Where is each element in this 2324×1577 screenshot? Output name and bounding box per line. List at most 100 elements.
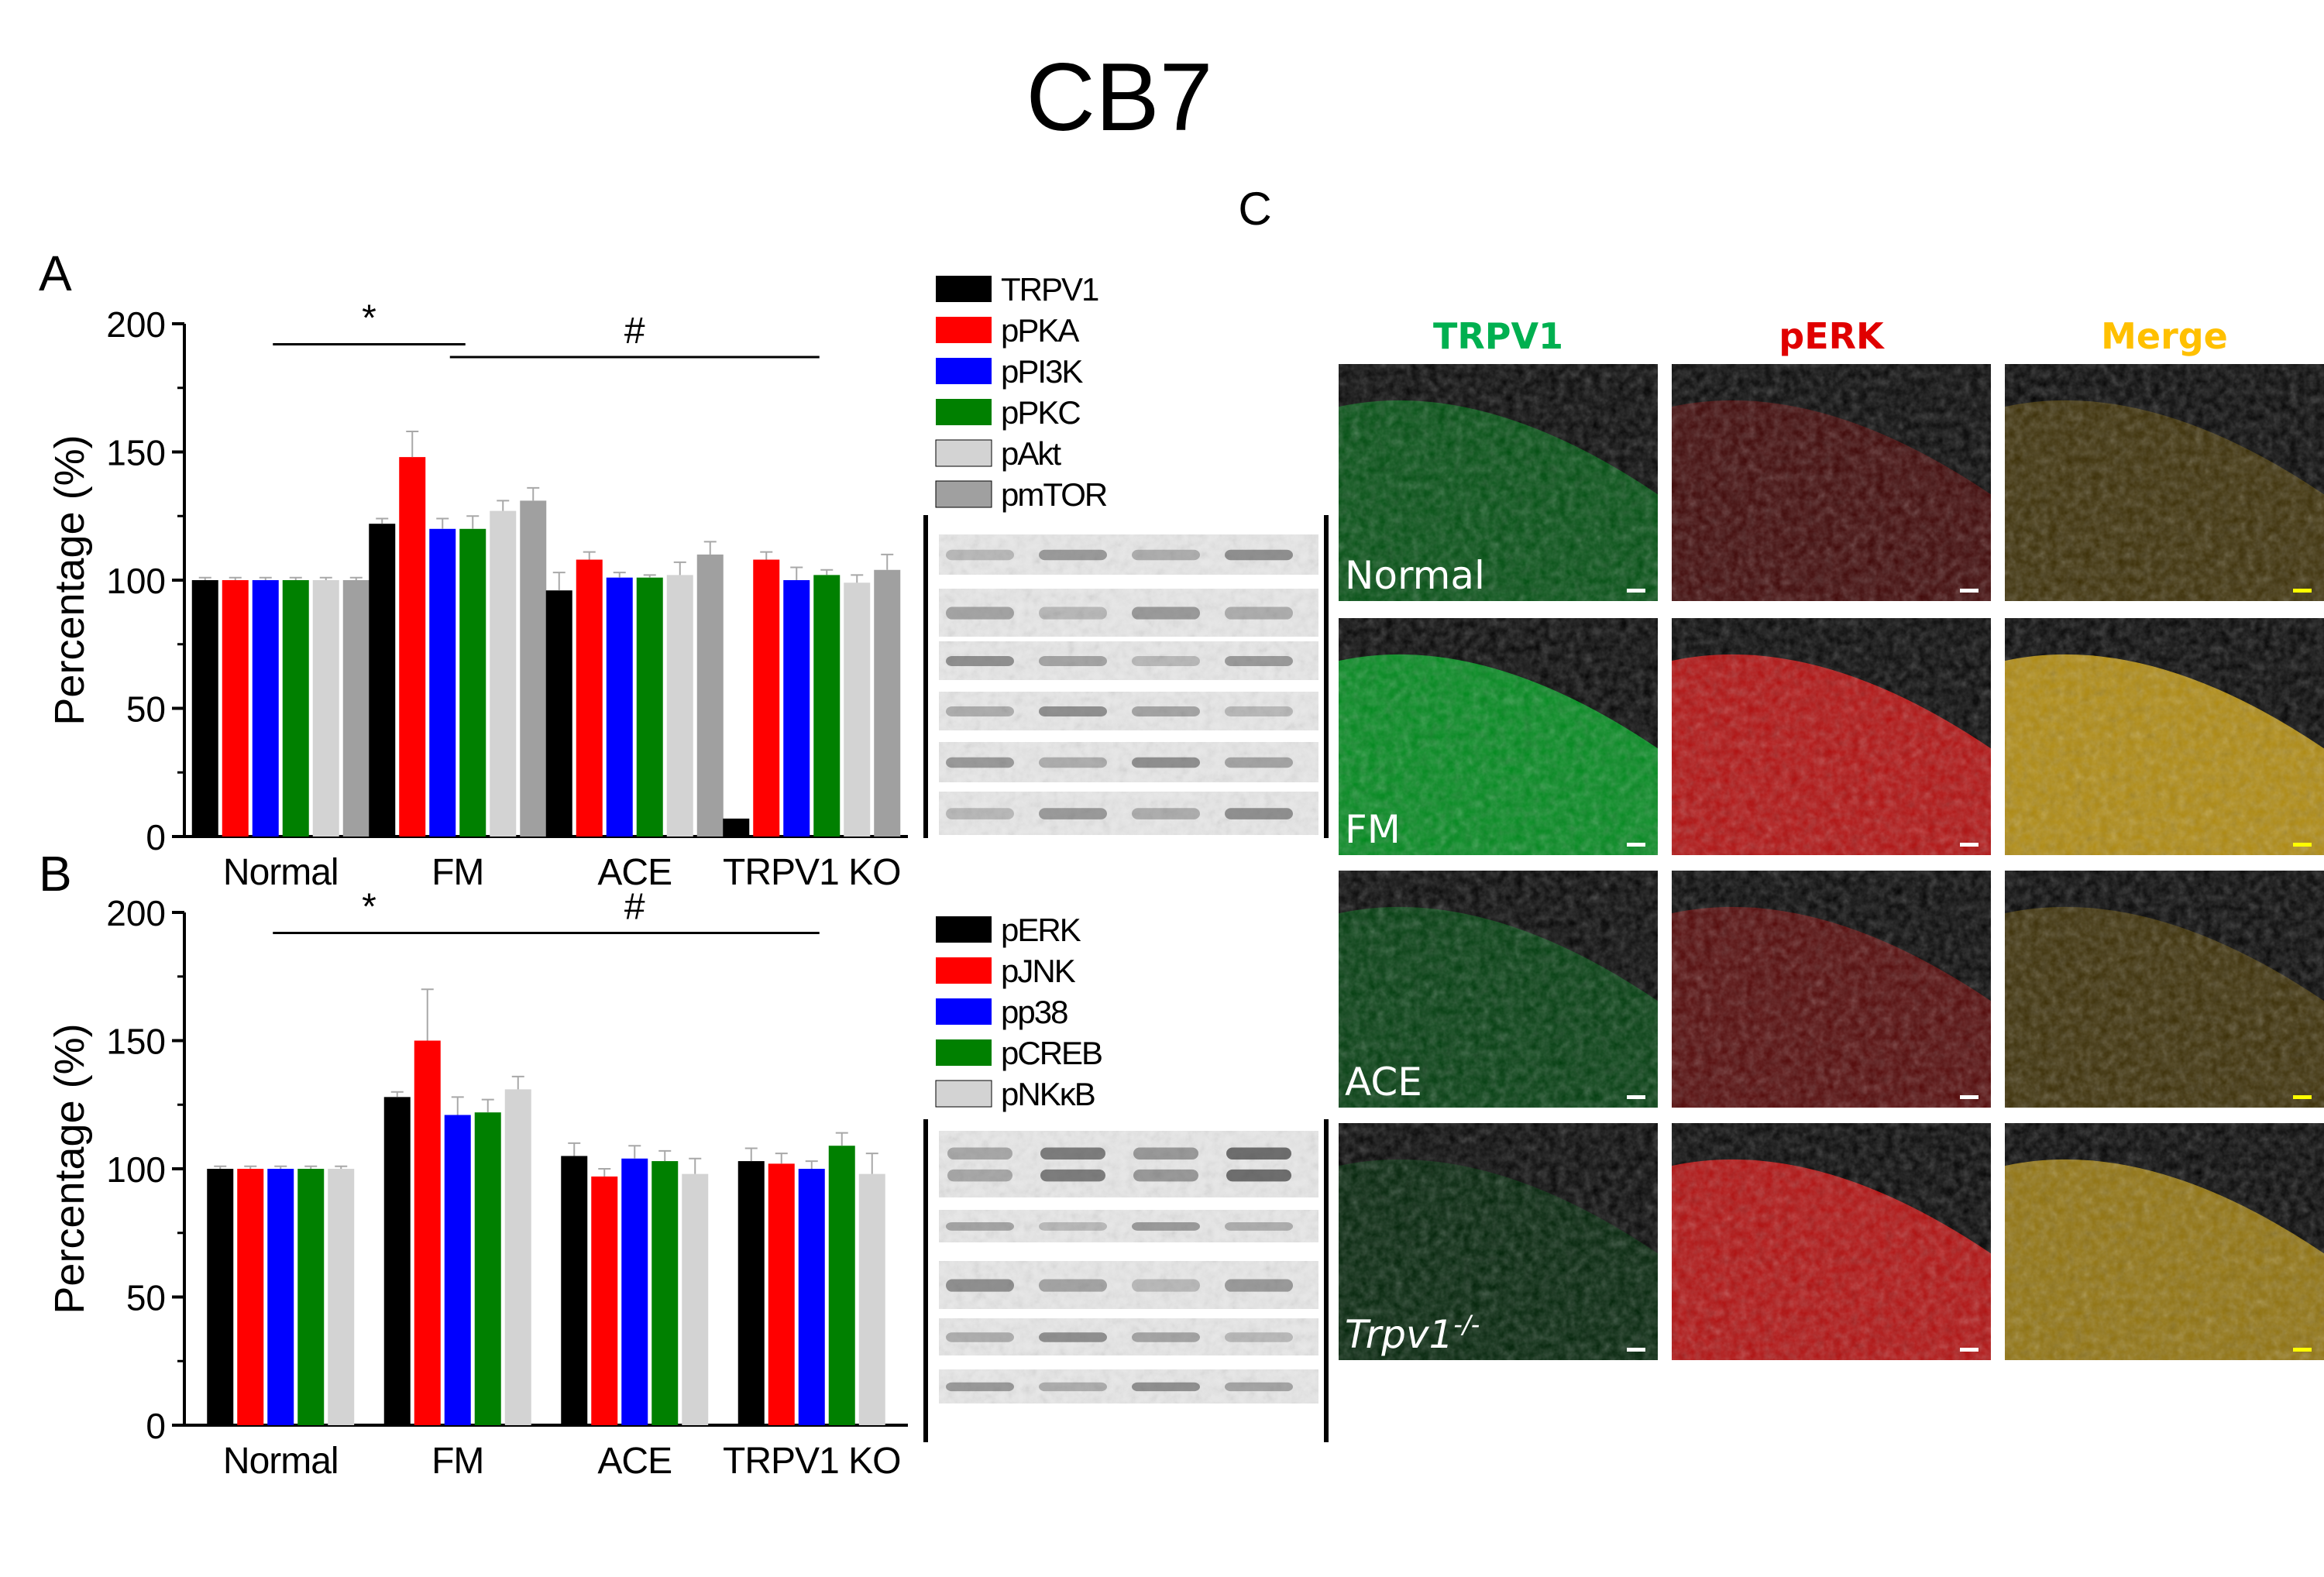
bar-ppi3k-trpv1-ko — [783, 580, 810, 837]
legend-swatch-pnkκb — [935, 1080, 992, 1108]
y-tick-label: 0 — [146, 817, 166, 857]
legend-label-perk: pERK — [1001, 912, 1081, 948]
x-tick-label: ACE — [597, 1441, 672, 1482]
bar-ppka-normal — [222, 580, 249, 837]
significance-marker: # — [624, 886, 645, 927]
scale-bar — [1627, 843, 1645, 847]
bar-ppkc-normal — [282, 580, 309, 837]
legend-label-pnkκb: pNKκB — [1001, 1076, 1095, 1112]
micrograph-texture — [2005, 364, 2324, 601]
blot-band — [1132, 1382, 1200, 1392]
western-blot-a — [923, 515, 1329, 838]
bar-pjnk-trpv1-ko — [768, 1163, 795, 1425]
fluorescence-image-grid: TRPV1 pERK Merge Normal FM ACE Trpv1-/- — [1339, 315, 2324, 1360]
bar-pjnk-fm — [414, 1040, 441, 1425]
bar-pakt-fm — [490, 510, 517, 837]
bar-pakt-trpv1-ko — [844, 582, 871, 837]
blot-band — [946, 656, 1014, 666]
y-tick-label: 50 — [126, 1278, 166, 1318]
legend-swatch-pcreb — [936, 1039, 992, 1066]
row-label-text: FM — [1345, 807, 1401, 852]
legend-label-pakt: pAkt — [1001, 435, 1061, 472]
bar-ppkc-ace — [636, 577, 663, 837]
row-label-superscript: -/- — [1453, 1310, 1480, 1339]
row-label-trpv1: Trpv1-/- — [1345, 1310, 1480, 1357]
blot-band — [1132, 706, 1200, 716]
scale-bar — [2293, 589, 2312, 593]
blot-band — [1225, 808, 1293, 819]
panel-a-label: A — [39, 246, 72, 301]
blot-band — [946, 1221, 1014, 1231]
bar-perk-ace — [561, 1156, 588, 1425]
bar-pmtor-ace — [696, 554, 724, 837]
blot-band — [946, 808, 1014, 819]
x-tick-label: TRPV1 KO — [723, 1441, 900, 1482]
blot-band — [1225, 757, 1293, 768]
x-tick-label: Normal — [223, 1441, 339, 1482]
bar-pmtor-normal — [342, 580, 370, 837]
bar-pnkκb-fm — [504, 1089, 531, 1425]
blot-band — [946, 706, 1014, 716]
legend-label-trpv1: TRPV1 — [1001, 271, 1098, 307]
bar-pnkκb-normal — [328, 1169, 355, 1425]
bar-pnkκb-ace — [682, 1173, 709, 1425]
blot-band — [946, 1279, 1014, 1292]
blot-strip-texture — [939, 1318, 1318, 1355]
chart-b: 0 50 100 150 200 Percentage (%) Normal FM ACE TRP… — [46, 886, 908, 1482]
row-label-text: ACE — [1345, 1060, 1422, 1105]
legend-label-pmtor: pmTOR — [1001, 476, 1107, 513]
blot-band — [946, 1382, 1014, 1392]
blot-band — [1132, 1221, 1200, 1231]
blot-band — [1040, 1147, 1105, 1160]
scale-bar — [1627, 1348, 1645, 1352]
legend-label-pcreb: pCREB — [1001, 1035, 1102, 1071]
bar-trpv1-normal — [191, 580, 218, 837]
panel-b-label: B — [39, 846, 72, 902]
scale-bar — [1960, 843, 1978, 847]
bar-pcreb-fm — [474, 1112, 501, 1425]
bar-perk-normal — [207, 1169, 234, 1425]
row-label-fm: FM — [1345, 807, 1401, 852]
blot-band — [1226, 1169, 1291, 1182]
blot-band — [1225, 1221, 1293, 1231]
bar-pjnk-ace — [591, 1176, 618, 1425]
blot-band — [1132, 606, 1200, 620]
y-tick-label: 100 — [106, 561, 166, 601]
blot-band — [1039, 1332, 1107, 1342]
bar-pmtor-fm — [520, 500, 547, 837]
y-tick-label: 0 — [146, 1406, 166, 1446]
bar-pp38-trpv1-ko — [798, 1169, 825, 1425]
blot-band — [1132, 808, 1200, 819]
legend-swatch-trpv1 — [936, 276, 992, 302]
blot-band — [1039, 1382, 1107, 1392]
bar-pcreb-trpv1-ko — [828, 1146, 855, 1425]
legend-swatch-pjnk — [936, 957, 992, 984]
blot-band — [946, 549, 1014, 561]
legend-a: TRPV1 pPKA pPI3K pPKC pAkt pmTOR — [935, 271, 1109, 513]
legend-swatch-ppka — [936, 317, 992, 343]
y-tick-label: 200 — [106, 304, 166, 345]
scale-bar — [1960, 1348, 1978, 1352]
bar-pp38-fm — [444, 1115, 471, 1425]
bar-ppka-trpv1-ko — [753, 559, 780, 837]
figure-title: CB7 — [1026, 44, 1212, 151]
bar-ppi3k-fm — [429, 528, 456, 837]
significance-marker: # — [624, 311, 645, 352]
legend-swatch-ppkc — [936, 399, 992, 425]
micrograph-texture — [1339, 618, 1658, 855]
y-tick-label: 150 — [106, 433, 166, 473]
bar-ppkc-trpv1-ko — [813, 575, 841, 837]
scale-bar — [2293, 843, 2312, 847]
blot-band — [1132, 549, 1200, 561]
blot-band — [1039, 606, 1107, 620]
bar-ppka-ace — [576, 559, 603, 837]
scale-bar — [1627, 1095, 1645, 1099]
micrograph-texture — [1672, 618, 1991, 855]
bar-trpv1-ace — [545, 590, 572, 837]
micrograph-texture — [1339, 364, 1658, 601]
bar-ppkc-fm — [459, 528, 486, 837]
blot-strip-texture — [939, 1369, 1318, 1403]
bar-pp38-normal — [267, 1169, 294, 1425]
significance-marker: * — [362, 886, 376, 927]
bar-pakt-normal — [312, 580, 339, 837]
